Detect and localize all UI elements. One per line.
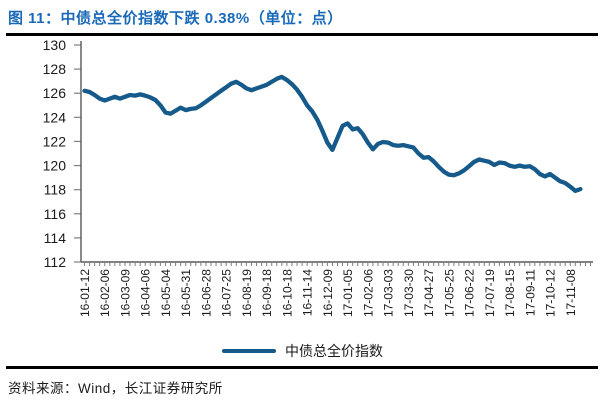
x-tick-label: 17-03-30 bbox=[402, 269, 416, 317]
x-tick-label: 16-10-18 bbox=[280, 269, 294, 317]
x-tick-label: 16-04-06 bbox=[139, 269, 153, 317]
x-tick-label: 17-10-12 bbox=[544, 269, 558, 317]
index-line bbox=[82, 74, 583, 194]
bottom-rule bbox=[6, 366, 598, 369]
x-tick-label: 16-08-19 bbox=[240, 269, 254, 317]
x-tick-label: 16-11-14 bbox=[301, 269, 315, 316]
x-tick-label: 17-09-11 bbox=[523, 269, 537, 316]
x-tick-label: 17-04-27 bbox=[422, 269, 436, 317]
x-tick-label: 16-01-12 bbox=[78, 269, 92, 317]
legend-line-swatch bbox=[222, 349, 276, 353]
x-tick-label: 17-03-03 bbox=[382, 269, 396, 317]
x-tick-label: 17-06-22 bbox=[463, 269, 477, 317]
figure-title: 图 11：中债总全价指数下跌 0.38%（单位：点） bbox=[8, 10, 343, 27]
x-tick-label: 16-09-18 bbox=[260, 269, 274, 317]
y-tick-label: 114 bbox=[44, 230, 67, 246]
x-tick-label: 16-05-31 bbox=[179, 269, 193, 317]
x-tick-label: 17-08-15 bbox=[503, 269, 517, 317]
x-tick-label: 17-05-25 bbox=[442, 269, 456, 317]
y-tick-label: 128 bbox=[43, 61, 67, 77]
x-tick-label: 16-03-09 bbox=[118, 269, 132, 317]
legend-label: 中债总全价指数 bbox=[285, 343, 383, 359]
x-tick-label: 16-02-06 bbox=[98, 269, 112, 317]
y-tick-label: 126 bbox=[43, 85, 67, 101]
y-tick-label: 120 bbox=[43, 158, 67, 174]
price-index-chart: 130 128 126 124 122 120 118 116 114 112 16-01-12 16… bbox=[43, 37, 593, 317]
x-tick-label: 16-07-25 bbox=[220, 269, 234, 317]
y-tick-label: 118 bbox=[44, 182, 67, 198]
y-tick-label: 124 bbox=[43, 109, 67, 125]
source-note: 资料来源：Wind，长江证券研究所 bbox=[8, 381, 223, 396]
x-tick-label: 17-01-05 bbox=[341, 269, 355, 317]
y-tick-label: 116 bbox=[44, 206, 67, 222]
y-tick-label: 122 bbox=[43, 133, 67, 149]
x-tick-label: 16-06-28 bbox=[199, 269, 213, 317]
x-tick-label: 16-05-04 bbox=[159, 269, 173, 317]
y-tick-label: 112 bbox=[44, 254, 67, 270]
chart-legend: 中债总全价指数 bbox=[0, 341, 605, 361]
x-tick-label: 16-12-09 bbox=[321, 269, 335, 317]
x-tick-label: 17-02-06 bbox=[361, 269, 375, 317]
y-tick-label: 130 bbox=[43, 37, 67, 53]
x-tick-label: 17-11-08 bbox=[564, 269, 578, 316]
x-tick-label: 17-07-19 bbox=[483, 269, 497, 317]
top-rule bbox=[6, 33, 598, 36]
